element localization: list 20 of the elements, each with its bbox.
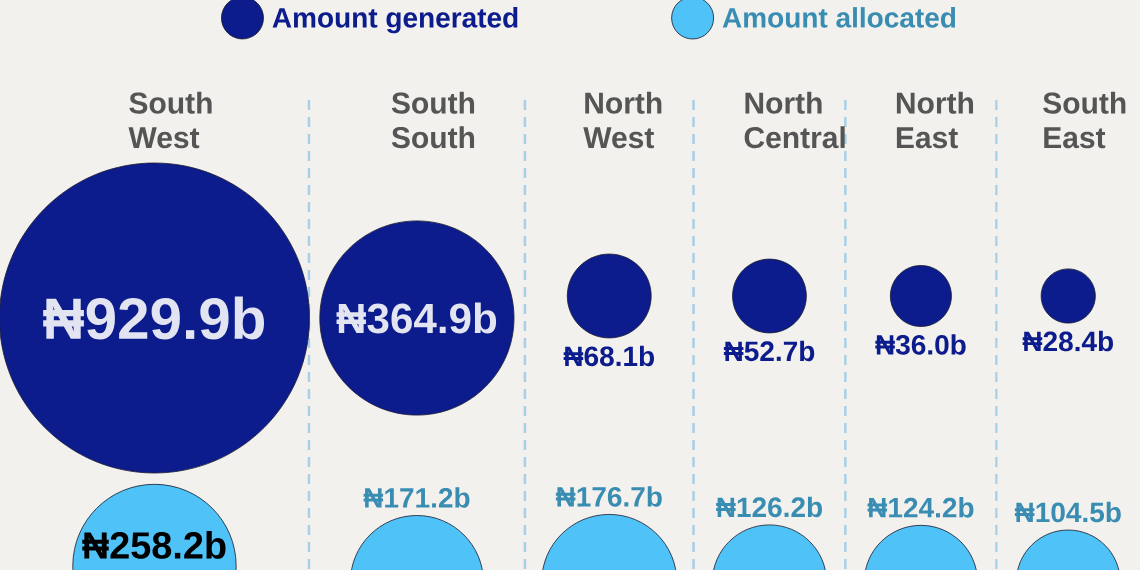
data-label: ₦68.1b (563, 345, 654, 367)
data-label: ₦124.2b (867, 497, 974, 518)
category-label: North Central (744, 91, 845, 149)
data-label: ₦104.5b (1014, 501, 1121, 523)
category-label: South East (1043, 91, 1126, 149)
data-label: ₦36.0b (875, 334, 966, 355)
category-label: South West (128, 91, 212, 149)
data-label: ₦171.2b (363, 487, 470, 508)
category-label: North East (896, 91, 974, 149)
legend-label: Amount allocated (722, 7, 956, 28)
data-label: ₦126.2b (716, 496, 822, 518)
data-label: ₦929.9b (43, 296, 265, 340)
category-label: South South (391, 91, 475, 149)
data-label: ₦28.4b (1022, 330, 1113, 352)
data-label: ₦364.9b (336, 302, 497, 334)
data-label: ₦176.7b (555, 486, 662, 507)
legend-label: Amount generated (272, 7, 518, 34)
category-label: North West (583, 91, 662, 149)
data-label: ₦258.2b (82, 531, 226, 559)
data-label: ₦52.7b (723, 340, 815, 362)
